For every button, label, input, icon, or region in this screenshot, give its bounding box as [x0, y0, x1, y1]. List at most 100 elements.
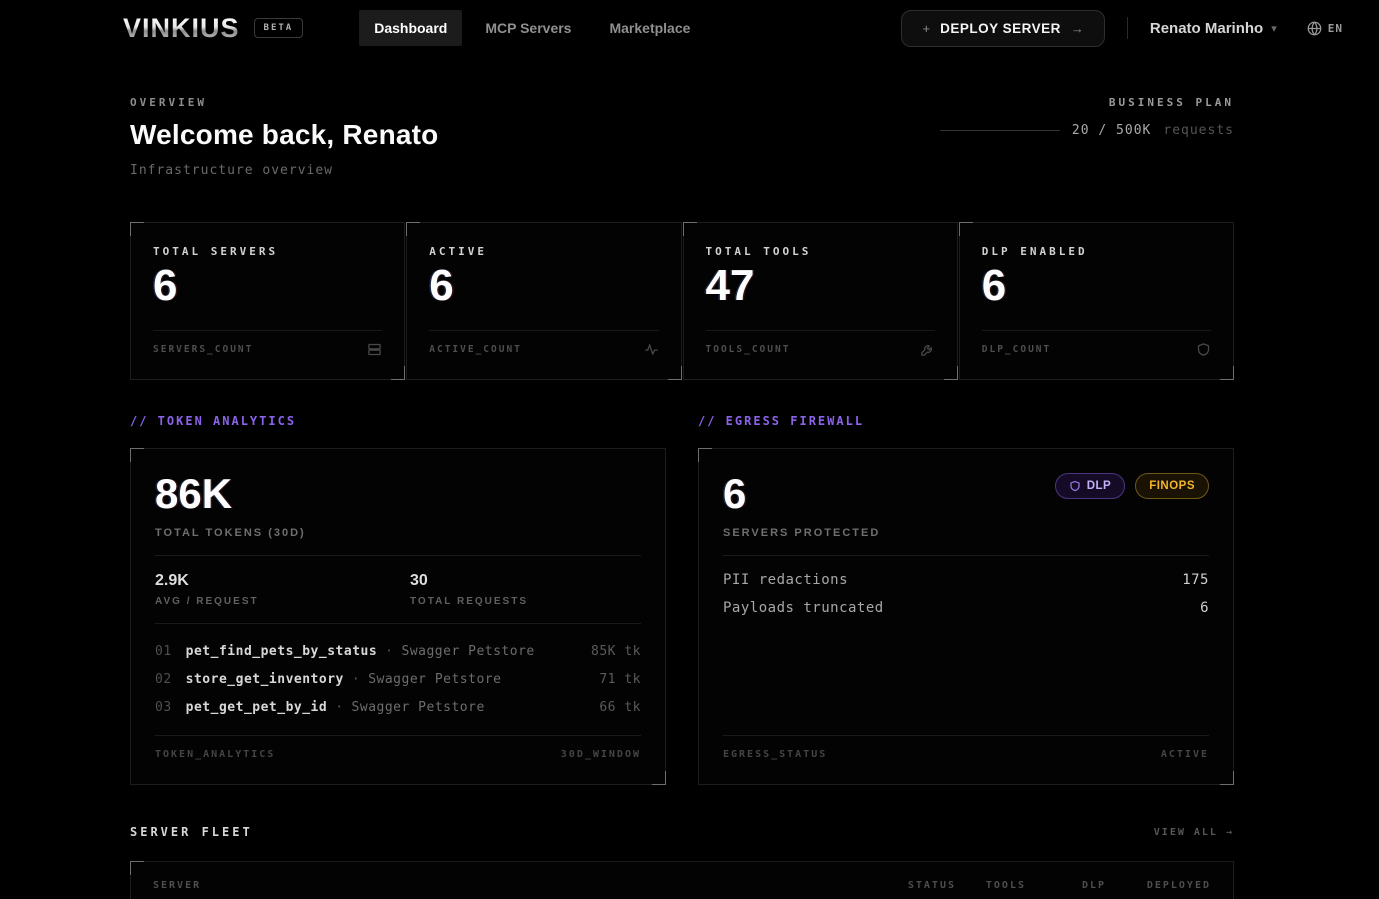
- plan-name: BUSINESS PLAN: [1108, 96, 1234, 109]
- top-navigation-bar: VINKIUS BETA Dashboard MCP Servers Marke…: [0, 0, 1379, 56]
- requests-label: TOTAL REQUESTS: [410, 596, 529, 607]
- nav-item-dashboard[interactable]: Dashboard: [359, 10, 463, 46]
- server-fleet-heading: SERVER FLEET: [130, 825, 253, 839]
- stat-code: ACTIVE_COUNT: [429, 344, 522, 355]
- metric-label: PII redactions: [723, 572, 849, 588]
- server-icon: [367, 342, 382, 357]
- token-analytics-section: // TOKEN ANALYTICS 86K TOTAL TOKENS (30D…: [130, 414, 666, 785]
- stat-label: TOTAL SERVERS: [153, 245, 279, 258]
- table-header-row: SERVER STATUS TOOLS DLP DEPLOYED: [153, 880, 1211, 891]
- token-substats: 2.9K AVG / REQUEST 30 TOTAL REQUESTS: [155, 572, 641, 607]
- server-fleet-section: SERVER FLEET VIEW ALL → SERVER STATUS TO…: [130, 825, 1234, 899]
- stat-code: DLP_COUNT: [981, 344, 1052, 355]
- token-analytics-heading: // TOKEN ANALYTICS: [130, 414, 297, 428]
- nav-item-mcp-servers[interactable]: MCP Servers: [485, 20, 572, 36]
- total-requests: 30 TOTAL REQUESTS: [410, 572, 641, 607]
- stat-value: 6: [429, 261, 454, 310]
- metric-row: Payloads truncated 6: [723, 600, 1209, 616]
- token-count: 71 tk: [599, 672, 641, 687]
- overview-eyebrow: OVERVIEW: [130, 96, 207, 109]
- list-item[interactable]: 01 pet_find_pets_by_status · Swagger Pet…: [155, 644, 641, 659]
- beta-badge: BETA: [253, 18, 304, 38]
- separator: ·: [351, 672, 361, 687]
- divider: [155, 623, 641, 624]
- separator: ·: [385, 644, 394, 659]
- dlp-badge[interactable]: DLP: [1054, 473, 1126, 499]
- badge-group: DLP FINOPS: [1054, 473, 1209, 499]
- list-item[interactable]: 02 store_get_inventory · Swagger Petstor…: [155, 672, 641, 687]
- nav-item-marketplace[interactable]: Marketplace: [609, 20, 691, 36]
- row-index: 03: [155, 700, 172, 715]
- token-analytics-card: 86K TOTAL TOKENS (30D) 2.9K AVG / REQUES…: [130, 448, 666, 785]
- tool-name: pet_find_pets_by_status: [185, 644, 378, 659]
- badge-label: DLP: [1086, 480, 1112, 492]
- badge-label: FINOPS: [1149, 480, 1195, 492]
- activity-icon: [644, 342, 659, 357]
- plan-usage-unit: requests: [1163, 123, 1234, 138]
- separator: ·: [335, 700, 344, 715]
- tool-source: Swagger Petstore: [351, 700, 485, 715]
- plan-usage-block: BUSINESS PLAN 20 / 500K requests: [939, 96, 1234, 138]
- avg-value: 2.9K: [155, 572, 189, 589]
- finops-badge[interactable]: FINOPS: [1135, 473, 1209, 499]
- stat-code: SERVERS_COUNT: [153, 344, 254, 355]
- stat-label: DLP ENABLED: [981, 245, 1088, 258]
- analytics-row: // TOKEN ANALYTICS 86K TOTAL TOKENS (30D…: [130, 414, 1234, 785]
- egress-firewall-card: 6 DLP FINOPS: [698, 448, 1234, 785]
- requests-value: 30: [410, 572, 428, 589]
- egress-metrics: PII redactions 175 Payloads truncated 6: [723, 572, 1209, 616]
- column-deployed: DEPLOYED: [1146, 880, 1211, 891]
- stat-card-active: ACTIVE 6 ACTIVE_COUNT: [406, 222, 682, 380]
- metric-value: 6: [1200, 600, 1209, 616]
- plus-icon: +: [922, 20, 931, 36]
- stat-value: 47: [705, 261, 755, 310]
- language-switcher[interactable]: EN: [1307, 21, 1343, 36]
- stat-code: TOOLS_COUNT: [705, 344, 791, 355]
- card-footer: TOKEN_ANALYTICS 30D_WINDOW: [155, 735, 641, 760]
- tool-name: store_get_inventory: [185, 672, 344, 687]
- deploy-server-label: DEPLOY SERVER: [940, 20, 1061, 36]
- arrow-right-icon: →: [1070, 20, 1084, 36]
- tool-name: pet_get_pet_by_id: [185, 700, 328, 715]
- column-server: SERVER: [153, 880, 202, 891]
- shield-icon: [1069, 480, 1081, 492]
- divider: [723, 555, 1209, 556]
- view-all-link[interactable]: VIEW ALL →: [1153, 826, 1234, 838]
- footer-left: TOKEN_ANALYTICS: [155, 749, 276, 760]
- chevron-down-icon: ▾: [1271, 22, 1277, 35]
- token-count: 85K tk: [591, 644, 641, 659]
- row-index: 02: [155, 672, 172, 687]
- stat-label: TOTAL TOOLS: [705, 245, 812, 258]
- hero-section: OVERVIEW Welcome back, Renato Infrastruc…: [130, 96, 1234, 178]
- deploy-server-button[interactable]: + DEPLOY SERVER →: [901, 9, 1105, 47]
- stat-card-total-servers: TOTAL SERVERS 6 SERVERS_COUNT: [130, 222, 406, 380]
- stat-value: 6: [153, 261, 178, 310]
- plan-progress-track: [939, 130, 1060, 131]
- column-status: STATUS: [907, 880, 956, 891]
- tool-source: Swagger Petstore: [368, 672, 502, 687]
- list-item[interactable]: 03 pet_get_pet_by_id · Swagger Petstore …: [155, 700, 641, 715]
- metric-value: 175: [1182, 572, 1209, 588]
- row-index: 01: [155, 644, 172, 659]
- stat-card-dlp-enabled: DLP ENABLED 6 DLP_COUNT: [958, 222, 1235, 380]
- token-count: 66 tk: [599, 700, 641, 715]
- main-content: OVERVIEW Welcome back, Renato Infrastruc…: [130, 96, 1235, 899]
- card-footer: EGRESS_STATUS ACTIVE: [723, 735, 1209, 760]
- column-dlp: DLP: [1081, 880, 1106, 891]
- user-menu[interactable]: Renato Marinho ▾: [1150, 20, 1277, 37]
- metric-row: PII redactions 175: [723, 572, 1209, 588]
- welcome-block: OVERVIEW Welcome back, Renato Infrastruc…: [130, 96, 438, 178]
- footer-right: 30D_WINDOW: [560, 749, 641, 760]
- user-name: Renato Marinho: [1149, 19, 1264, 37]
- egress-firewall-heading: // EGRESS FIREWALL: [698, 414, 865, 428]
- servers-protected-label: SERVERS PROTECTED: [723, 527, 881, 539]
- page-subtitle: Infrastructure overview: [130, 163, 334, 178]
- footer-left: EGRESS_STATUS: [723, 749, 828, 760]
- column-tools: TOOLS: [985, 880, 1026, 891]
- top-tools-list: 01 pet_find_pets_by_status · Swagger Pet…: [155, 644, 641, 715]
- egress-firewall-section: // EGRESS FIREWALL 6 DLP: [698, 414, 1234, 785]
- metric-label: Payloads truncated: [723, 600, 884, 616]
- total-tokens-label: TOTAL TOKENS (30D): [155, 527, 306, 539]
- total-tokens-value: 86K: [155, 470, 233, 517]
- stat-card-total-tools: TOTAL TOOLS 47 TOOLS_COUNT: [682, 222, 959, 380]
